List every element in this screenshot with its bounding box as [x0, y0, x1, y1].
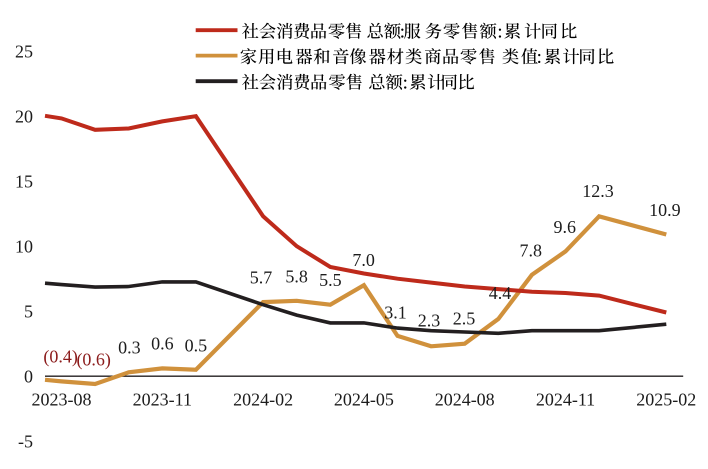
svg-text:25: 25	[15, 41, 33, 61]
svg-text:2023-08: 2023-08	[32, 390, 92, 410]
svg-text:(0.6): (0.6)	[76, 349, 111, 370]
svg-text:2.3: 2.3	[418, 311, 441, 331]
svg-text:2024-02: 2024-02	[233, 390, 293, 410]
svg-text:7.8: 7.8	[520, 240, 543, 260]
svg-text:2024-05: 2024-05	[334, 390, 394, 410]
svg-text:9.6: 9.6	[553, 217, 576, 237]
svg-text:0.3: 0.3	[118, 337, 141, 357]
svg-text:0.6: 0.6	[151, 334, 174, 354]
svg-text:5.8: 5.8	[285, 266, 308, 286]
svg-text:5.7: 5.7	[250, 268, 273, 288]
svg-text:5.5: 5.5	[319, 270, 342, 290]
svg-text:2024-08: 2024-08	[435, 390, 495, 410]
svg-text:10: 10	[15, 236, 33, 256]
svg-text:4.4: 4.4	[489, 283, 512, 303]
svg-text:(0.4): (0.4)	[43, 347, 78, 368]
svg-text:15: 15	[15, 171, 33, 191]
svg-text:12.3: 12.3	[582, 181, 614, 201]
svg-text:7.0: 7.0	[352, 250, 375, 270]
svg-text:3.1: 3.1	[384, 303, 407, 323]
svg-text:0.5: 0.5	[185, 336, 208, 356]
svg-text:2023-11: 2023-11	[133, 390, 192, 410]
svg-text:2024-11: 2024-11	[536, 390, 595, 410]
svg-text:10.9: 10.9	[649, 200, 681, 220]
svg-text:-5: -5	[18, 431, 33, 451]
svg-text:2.5: 2.5	[453, 308, 476, 328]
svg-text:20: 20	[15, 106, 33, 126]
svg-text:2025-02: 2025-02	[636, 390, 696, 410]
svg-text:5: 5	[24, 301, 33, 321]
svg-text:0: 0	[24, 366, 33, 386]
